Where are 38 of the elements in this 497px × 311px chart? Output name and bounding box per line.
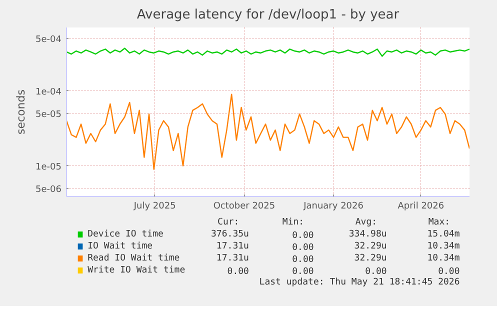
text: 376.35u (211, 230, 249, 240)
text: 32.29u (354, 242, 387, 252)
text: 0.00 (292, 243, 314, 253)
text: 0.00 (438, 267, 460, 277)
y-tick-label: 1e-05 (36, 162, 62, 172)
x-tick-label: January 2026 (302, 202, 364, 212)
text: 17.31u (216, 242, 249, 252)
y-tick-label: 5e-06 (36, 184, 62, 195)
legend-label: Write IO Wait time (88, 266, 186, 276)
y-tick-label: 1e-04 (36, 87, 62, 98)
text: Min: (282, 218, 304, 228)
text: 0.00 (292, 267, 314, 277)
text: Cur: (218, 218, 240, 228)
legend-label: Device IO time (88, 230, 164, 240)
text: 10.34m (427, 242, 460, 252)
x-tick-label: July 2025 (132, 202, 176, 212)
text: Last update: Thu May 21 18:41:45 2026 (259, 278, 460, 288)
y-axis-title: seconds (14, 89, 28, 134)
x-tick-label: April 2026 (398, 202, 444, 212)
text: 0.00 (365, 267, 387, 277)
text: 32.29u (354, 254, 387, 264)
text: Avg: (355, 218, 378, 228)
text: 17.31u (216, 254, 249, 264)
text: 0.00 (292, 255, 314, 265)
chart-title: Average latency for /dev/loop1 - by year (136, 8, 400, 22)
text: 15.04m (427, 230, 460, 240)
text: 10.34m (427, 254, 460, 264)
text: 0.00 (292, 231, 314, 241)
x-tick-label: October 2025 (213, 202, 276, 212)
legend-label: IO Wait time (88, 242, 153, 252)
text: 334.98u (348, 230, 387, 240)
text: 0.00 (227, 267, 249, 277)
line-series (66, 48, 470, 57)
text: Max: (428, 218, 450, 228)
y-tick-label: 5e-04 (36, 34, 62, 45)
line-series (66, 94, 470, 170)
legend-label: Read IO Wait time (88, 254, 180, 264)
y-tick-label: 5e-05 (36, 110, 62, 120)
